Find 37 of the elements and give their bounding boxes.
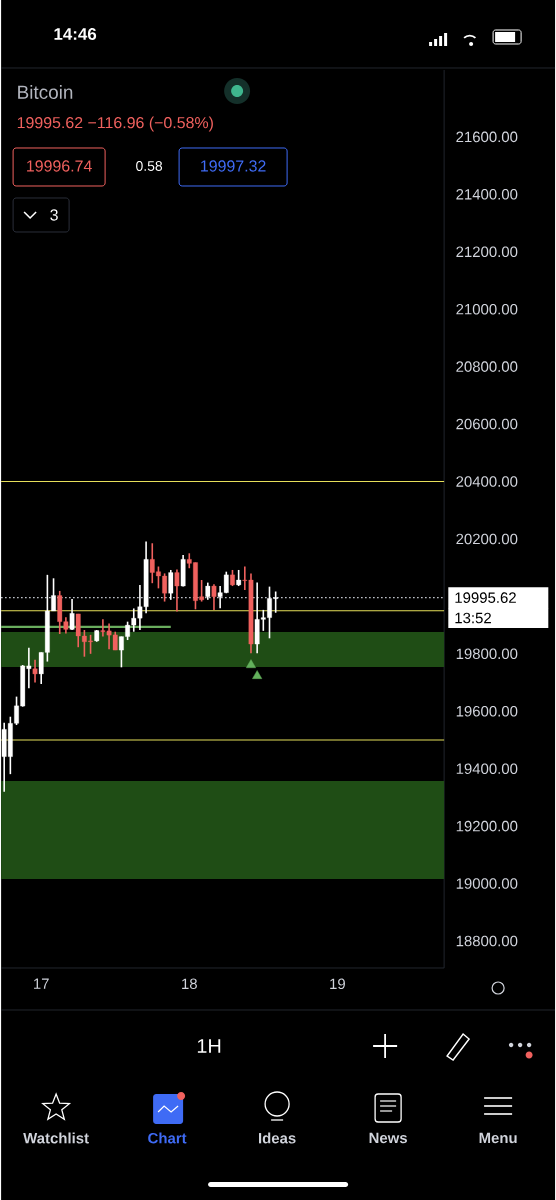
y-tick-label: 20400.00 [456, 476, 518, 487]
text: Bitcoin [18, 85, 73, 99]
ref-line-label: 19995.62 [455, 592, 517, 603]
y-tick-label: 18800.00 [457, 935, 518, 947]
text: Ideas [259, 1132, 296, 1144]
y-tick-label: 21600.00 [456, 131, 518, 143]
candlestick [32, 659, 38, 684]
y-tick-label: 19000.00 [457, 878, 518, 889]
y-tick-label: 21200.00 [456, 246, 518, 258]
text: Watchlist [23, 1132, 90, 1144]
text: 1H [198, 1039, 221, 1053]
candlestick [69, 598, 75, 631]
y-tick-label: 21000.00 [456, 303, 518, 315]
y-tick-label: 19400.00 [457, 763, 518, 774]
y-tick-label: 19800.00 [457, 648, 518, 660]
text: 13:52 [455, 612, 492, 624]
y-tick-label: 19200.00 [457, 820, 518, 832]
candlestick [174, 568, 180, 613]
y-tick-label: 19600.00 [457, 705, 518, 717]
y-tick-label: 20200.00 [456, 533, 518, 545]
y-tick-label: 20600.00 [456, 418, 518, 430]
y-tick-label: 21400.00 [456, 189, 518, 200]
text: News [369, 1132, 408, 1144]
x-tick-label: 18 [182, 978, 198, 990]
y-tick-label: 20800.00 [456, 361, 518, 372]
text: Chart [148, 1132, 187, 1144]
text: 14:46 [54, 27, 97, 40]
text: Menu [479, 1132, 517, 1144]
text: 19995.62 −116.96 (−0.58%) [18, 116, 214, 132]
annotation: 19996.74 [27, 160, 93, 172]
candlestick [211, 583, 217, 611]
annotation: 0.58 [136, 161, 163, 171]
annotation: 19997.32 [201, 160, 266, 172]
x-tick-label: 17 [34, 978, 50, 989]
annotation: 3 [50, 209, 59, 221]
x-tick-label: 19 [330, 978, 346, 990]
candlestick [168, 569, 174, 601]
